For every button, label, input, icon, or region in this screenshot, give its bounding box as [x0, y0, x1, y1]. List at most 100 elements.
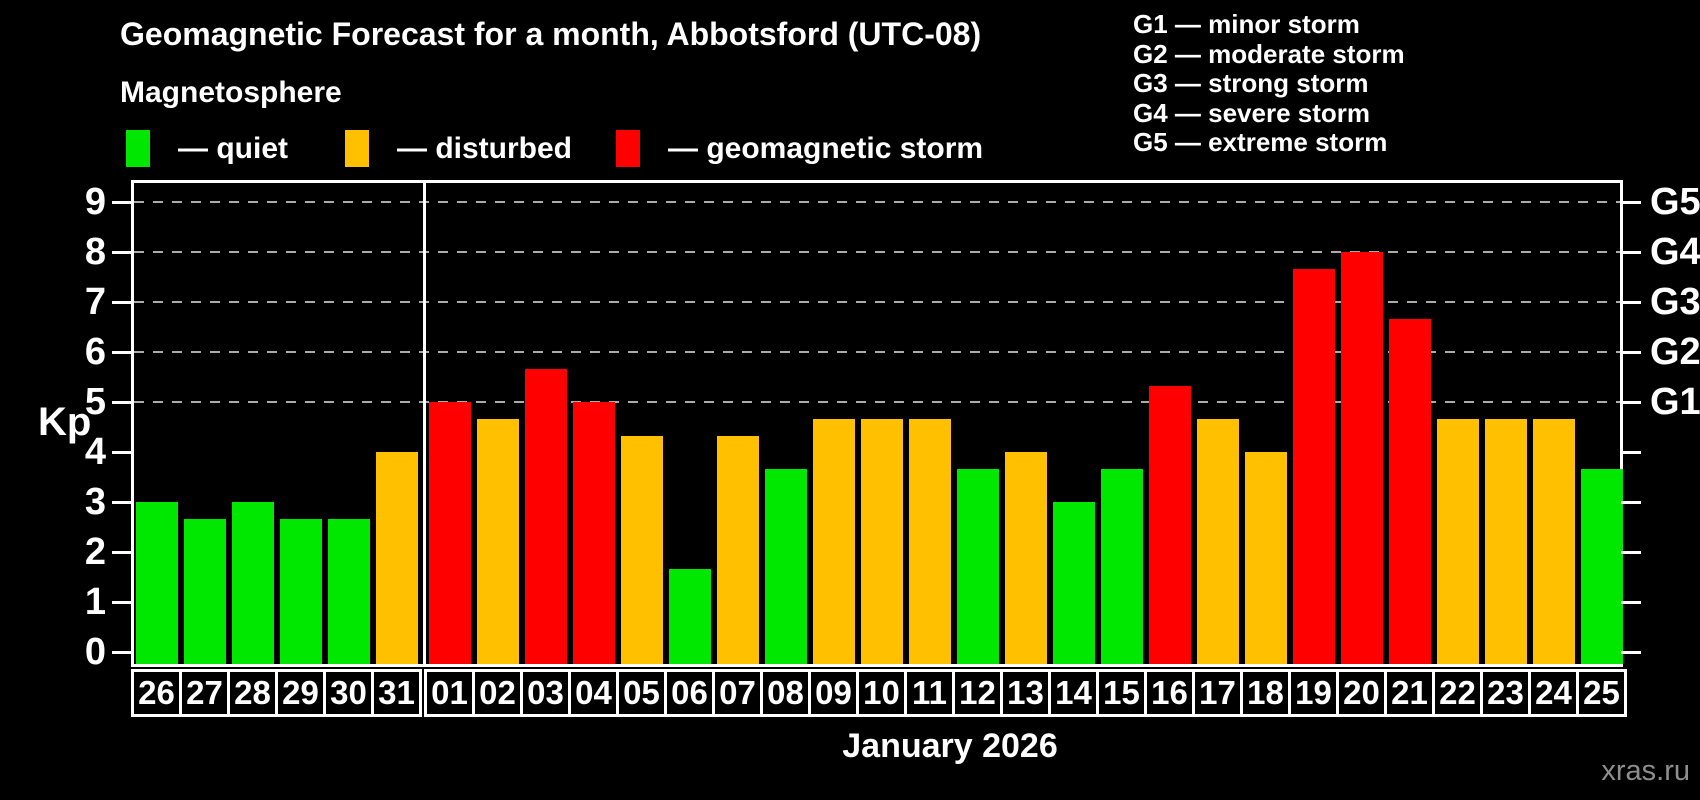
bar-day-24: [1533, 418, 1575, 664]
storm-scale-legend: G1 — minor storm G2 — moderate storm G3 — …: [1133, 9, 1405, 158]
right-tick: [1621, 451, 1641, 454]
right-tick: [1621, 551, 1641, 554]
y-tick-label: 4: [84, 431, 106, 473]
date-cell-10: 10: [856, 669, 907, 717]
bar-day-30: [328, 518, 370, 664]
date-cell-25: 25: [1576, 669, 1627, 717]
g-level-label-g5: G5: [1650, 181, 1700, 223]
date-cell-20: 20: [1336, 669, 1387, 717]
date-cell-15: 15: [1096, 669, 1147, 717]
bar-day-21: [1389, 318, 1431, 664]
y-tick: [112, 451, 132, 454]
bar-day-18: [1245, 452, 1287, 664]
date-cell-27: 27: [179, 669, 230, 717]
plot-area: [131, 180, 1623, 667]
y-tick: [112, 601, 132, 604]
y-tick-label: 0: [84, 631, 106, 673]
y-tick-label: 2: [84, 531, 106, 573]
bar-day-05: [621, 435, 663, 664]
y-tick: [112, 251, 132, 254]
right-tick: [1621, 501, 1641, 504]
y-tick: [112, 551, 132, 554]
bar-day-14: [1053, 502, 1095, 664]
date-cell-31: 31: [371, 669, 422, 717]
date-cell-06: 06: [664, 669, 715, 717]
legend-swatch-disturbed: [345, 130, 369, 167]
date-cell-12: 12: [952, 669, 1003, 717]
bar-day-23: [1485, 418, 1527, 664]
bar-day-27: [184, 518, 226, 664]
bar-day-02: [477, 418, 519, 664]
bar-day-22: [1437, 418, 1479, 664]
right-tick: [1621, 401, 1641, 404]
bar-day-29: [280, 518, 322, 664]
right-tick: [1621, 251, 1641, 254]
g-level-label-g1: G1: [1650, 381, 1700, 423]
bar-day-19: [1293, 268, 1335, 664]
bar-day-15: [1101, 468, 1143, 664]
right-tick: [1621, 301, 1641, 304]
y-tick: [112, 201, 132, 204]
y-tick-label: 9: [84, 181, 106, 223]
y-tick: [112, 351, 132, 354]
bar-day-28: [232, 502, 274, 664]
date-cell-05: 05: [616, 669, 667, 717]
storm-scale-line-g2: G2 — moderate storm: [1133, 38, 1405, 69]
y-tick-label: 5: [84, 381, 106, 423]
bar-day-12: [957, 468, 999, 664]
y-tick-label: 7: [84, 281, 106, 323]
chart-title: Geomagnetic Forecast for a month, Abbots…: [120, 16, 982, 52]
date-cell-09: 09: [808, 669, 859, 717]
bar-day-11: [909, 418, 951, 664]
date-cell-22: 22: [1432, 669, 1483, 717]
y-tick: [112, 501, 132, 504]
date-cell-24: 24: [1528, 669, 1579, 717]
legend-label-disturbed: — disturbed: [397, 132, 573, 165]
date-cell-28: 28: [227, 669, 278, 717]
bar-day-09: [813, 418, 855, 664]
date-cell-23: 23: [1480, 669, 1531, 717]
right-tick: [1621, 601, 1641, 604]
grid-line-kp7: [134, 301, 1620, 303]
g-level-label-g3: G3: [1650, 281, 1700, 323]
bar-day-08: [765, 468, 807, 664]
storm-scale-line-g1: G1 — minor storm: [1133, 9, 1360, 39]
bar-day-04: [573, 402, 615, 664]
bar-day-07: [717, 435, 759, 664]
bar-day-31: [376, 452, 418, 664]
bar-day-03: [525, 368, 567, 664]
right-tick: [1621, 201, 1641, 204]
date-cell-17: 17: [1192, 669, 1243, 717]
date-cell-30: 30: [323, 669, 374, 717]
watermark: xras.ru: [1601, 755, 1690, 787]
g-level-label-g2: G2: [1650, 331, 1700, 373]
bar-day-20: [1341, 252, 1383, 664]
date-cell-21: 21: [1384, 669, 1435, 717]
y-tick-label: 6: [84, 331, 106, 373]
right-tick: [1621, 651, 1641, 654]
storm-scale-line-g4: G4 — severe storm: [1133, 97, 1371, 128]
bar-day-25: [1581, 468, 1623, 664]
date-cell-01: 01: [424, 669, 475, 717]
grid-line-kp8: [134, 251, 1620, 253]
date-cell-16: 16: [1144, 669, 1195, 717]
grid-line-kp9: [134, 201, 1620, 203]
y-axis-label: Kp: [38, 400, 92, 444]
bar-day-16: [1149, 385, 1191, 664]
legend-label-storm: — geomagnetic storm: [668, 132, 984, 165]
bar-day-06: [669, 568, 711, 664]
date-cell-14: 14: [1048, 669, 1099, 717]
y-tick: [112, 401, 132, 404]
bar-day-01: [429, 402, 471, 664]
date-cell-04: 04: [568, 669, 619, 717]
date-cell-08: 08: [760, 669, 811, 717]
legend-label-quiet: — quiet: [178, 132, 288, 165]
y-tick: [112, 651, 132, 654]
y-tick-label: 8: [84, 231, 106, 273]
date-cell-02: 02: [472, 669, 523, 717]
chart-subtitle: Magnetosphere: [120, 76, 342, 109]
date-cell-03: 03: [520, 669, 571, 717]
grid-line-kp6: [134, 351, 1620, 353]
y-tick: [112, 301, 132, 304]
